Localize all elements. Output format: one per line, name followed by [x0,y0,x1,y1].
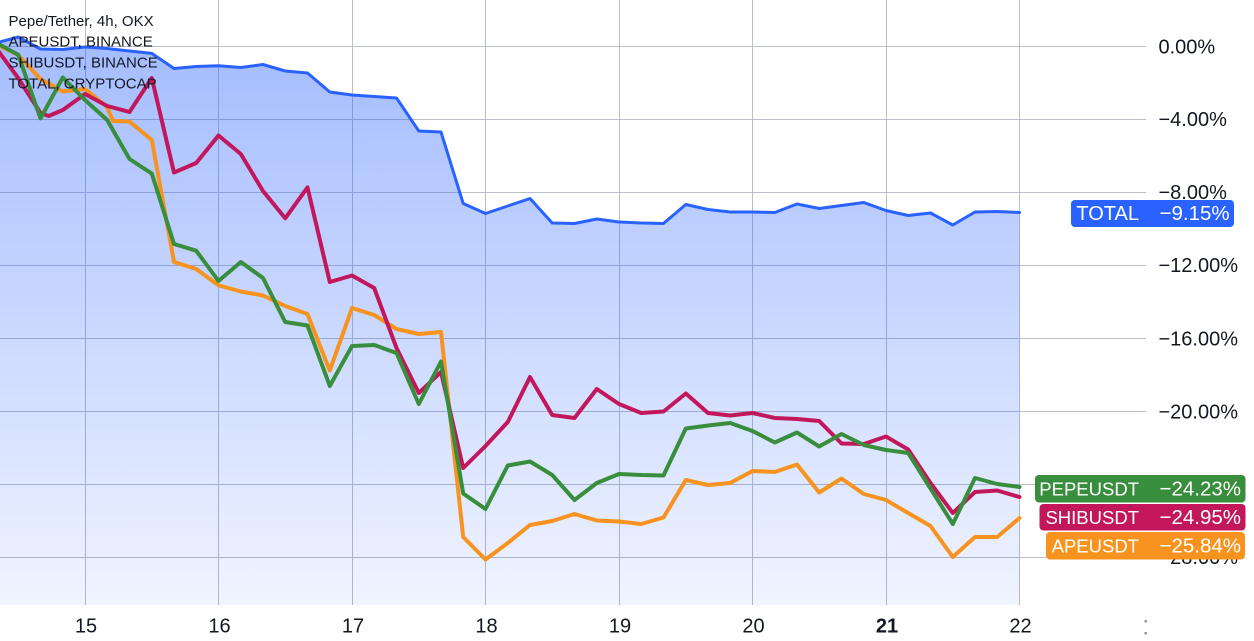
svg-text:APEUSDT, BINANCE: APEUSDT, BINANCE [9,34,153,51]
svg-text:TOTAL: TOTAL [1076,203,1139,225]
svg-text:SHIBUSDT: SHIBUSDT [1045,507,1139,528]
svg-text:Pepe/Tether, 4h, OKX: Pepe/Tether, 4h, OKX [9,13,154,30]
svg-text:22: 22 [1009,616,1031,638]
svg-text:16: 16 [208,616,230,638]
svg-text:PEPEUSDT: PEPEUSDT [1039,478,1139,499]
svg-text:17: 17 [342,616,364,638]
svg-text:−25.84%: −25.84% [1160,534,1242,557]
svg-text:APEUSDT: APEUSDT [1052,535,1139,556]
svg-text:TOTAL, CRYPTOCAP: TOTAL, CRYPTOCAP [9,75,157,92]
svg-text:15: 15 [75,616,97,638]
svg-text:−16.00%: −16.00% [1159,329,1239,351]
svg-text:−4.00%: −4.00% [1159,109,1228,131]
svg-text:0.00%: 0.00% [1159,37,1216,59]
svg-text:−24.23%: −24.23% [1160,477,1242,500]
svg-text:SHIBUSDT, BINANCE: SHIBUSDT, BINANCE [9,55,158,72]
svg-text:−24.95%: −24.95% [1160,506,1242,529]
svg-text:−9.15%: −9.15% [1160,202,1230,225]
svg-text:21: 21 [876,616,898,638]
svg-text:−12.00%: −12.00% [1159,255,1239,277]
svg-text:−8.00%: −8.00% [1159,182,1228,204]
svg-text:19: 19 [609,616,631,638]
svg-text:20: 20 [742,616,764,638]
svg-text:−20.00%: −20.00% [1159,402,1239,424]
svg-text:18: 18 [475,616,497,638]
